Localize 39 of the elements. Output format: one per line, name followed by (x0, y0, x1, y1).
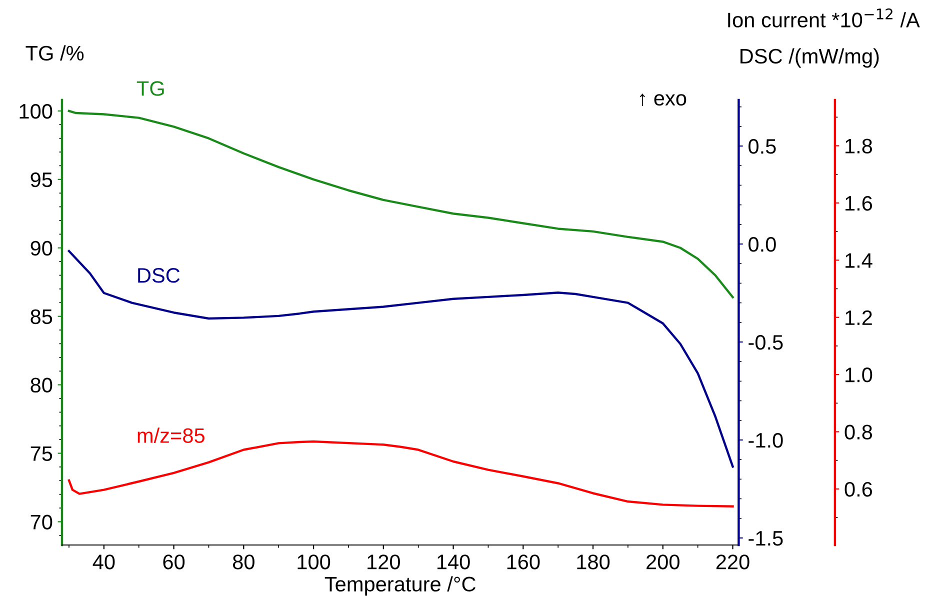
series-label: TG (136, 81, 164, 96)
x-tick-label: 100 (298, 554, 330, 570)
x-tick-label: 220 (716, 554, 750, 570)
y-tick-label: 80 (30, 378, 52, 393)
y3-axis-title: Ion current *10$^{−12}$ /A (728, 8, 920, 28)
y-tick-label: 100 (20, 104, 52, 119)
y-tick-label: 85 (30, 309, 52, 324)
y-tick-label: 70 (30, 514, 52, 530)
y2-axis-title: DSC /(mW/mg) (740, 48, 879, 68)
x-tick-label: 40 (92, 554, 115, 570)
y2-tick-label: -1.0 (748, 432, 783, 448)
x-tick-label: 160 (507, 554, 540, 570)
x-tick-label: 80 (232, 554, 254, 570)
y3-tick-label: 0.6 (844, 482, 872, 497)
y2-tick-label: 0.0 (748, 237, 776, 252)
y3-tick-label: 0.8 (844, 424, 872, 440)
y-tick-label: 90 (30, 240, 52, 256)
annotation: ↑ exo (640, 94, 686, 106)
y-axis-title: TG /% (26, 45, 84, 61)
x-tick-label: 140 (437, 554, 470, 570)
y3-tick-label: 1.8 (846, 138, 872, 154)
series-label: m/z=85 (138, 428, 204, 443)
y-tick-label: 75 (30, 446, 52, 462)
y2-tick-label: -0.5 (748, 335, 783, 350)
x-tick-label: 60 (163, 554, 185, 570)
x-tick-label: 120 (368, 554, 400, 570)
x-tick-label: 200 (646, 554, 680, 570)
y3-tick-label: 1.6 (846, 196, 872, 211)
y-tick-label: 95 (30, 172, 52, 188)
x-axis-title: Temperature /°C (324, 576, 476, 596)
y3-tick-label: 1.2 (846, 310, 872, 325)
series-label: DSC (138, 268, 180, 283)
y2-tick-label: 0.5 (748, 139, 776, 154)
y3-tick-label: 1.4 (846, 253, 872, 268)
line-series (68, 250, 734, 468)
y3-tick-label: 1.0 (846, 368, 872, 382)
y2-tick-label: -1.5 (748, 531, 783, 546)
x-tick-label: 180 (577, 554, 610, 570)
line-series (68, 110, 734, 298)
